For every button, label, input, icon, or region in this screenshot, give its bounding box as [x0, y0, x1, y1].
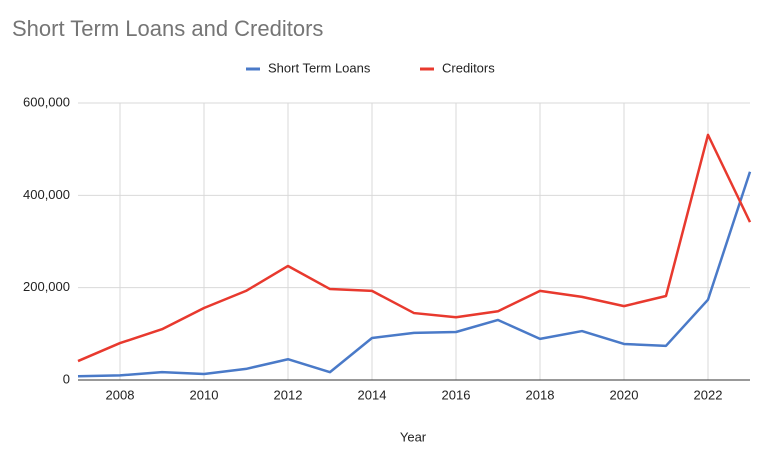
- x-axis-title: Year: [400, 429, 427, 444]
- x-tick-label: 2018: [526, 387, 555, 402]
- y-tick-label: 400,000: [23, 187, 70, 202]
- line-series: [77, 133, 752, 363]
- y-tick-label: 600,000: [23, 94, 70, 109]
- legend-label: Creditors: [442, 60, 495, 75]
- y-tick-label: 0: [63, 371, 70, 386]
- chart-title: Short Term Loans and Creditors: [12, 16, 323, 41]
- line-series: [77, 171, 752, 378]
- x-tick-label: 2012: [274, 387, 303, 402]
- x-tick-label: 2014: [358, 387, 387, 402]
- x-tick-label: 2008: [106, 387, 135, 402]
- legend-label: Short Term Loans: [268, 60, 371, 75]
- x-tick-label: 2010: [190, 387, 219, 402]
- x-tick-label: 2022: [694, 387, 723, 402]
- x-tick-label: 2020: [610, 387, 639, 402]
- y-tick-label: 200,000: [23, 279, 70, 294]
- x-tick-label: 2016: [442, 387, 471, 402]
